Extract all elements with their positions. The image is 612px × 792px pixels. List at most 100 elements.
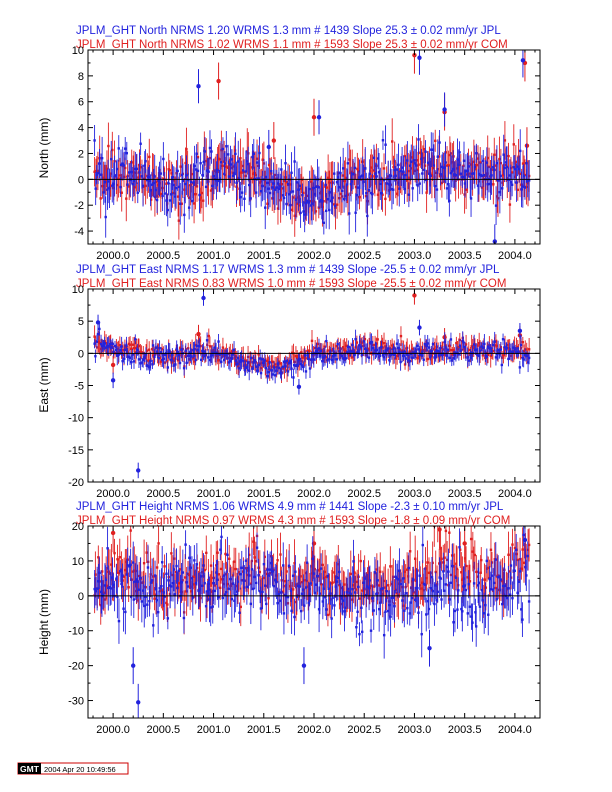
data-point [204,353,207,356]
data-point [480,588,484,592]
data-point [362,340,366,343]
data-point [139,362,142,365]
data-point [502,173,505,177]
data-point [519,350,522,354]
data-point [148,155,151,159]
data-point [283,179,286,183]
data-point [431,561,434,565]
data-point [270,369,273,372]
data-point [112,583,115,586]
data-point [251,367,254,370]
data-point [448,598,451,601]
data-point [353,166,357,170]
data-point [480,558,483,562]
x-tick-label: 2002.0 [297,488,331,500]
data-point [144,184,147,188]
data-point [128,356,132,359]
data-point [441,166,445,169]
data-point [180,202,183,205]
data-point [444,161,447,164]
data-point [250,568,254,571]
series-jpl [93,50,531,244]
data-point [239,195,242,199]
data-point [455,351,459,354]
data-point [525,555,528,558]
data-point [290,609,293,613]
data-point [109,346,113,349]
data-point [267,163,271,167]
data-point [239,573,242,576]
data-point [264,363,267,367]
data-point [223,172,226,176]
data-point [124,147,127,150]
data-point [481,346,485,350]
data-point [466,612,470,615]
data-point [508,350,511,353]
data-point [119,185,122,189]
data-point [302,365,305,369]
data-point [307,357,310,361]
data-point [125,152,128,155]
data-point [310,339,314,343]
data-point [332,203,336,206]
data-point [169,585,173,588]
data-point [479,571,482,574]
data-point [380,345,383,349]
data-point [271,373,275,376]
data-point [413,162,417,165]
data-point [157,179,160,182]
data-point [156,350,159,353]
data-point [365,588,368,591]
data-point [188,354,191,357]
data-point [422,358,425,361]
data-point [349,572,352,576]
data-point [501,584,505,588]
data-point [495,161,499,165]
data-point [314,210,318,213]
data-point [485,355,489,358]
data-point [139,166,142,169]
data-point [299,575,302,578]
data-point [505,583,508,586]
data-point [266,374,269,378]
data-point [190,199,194,203]
data-point [348,212,351,215]
data-point [213,589,217,593]
data-point [189,351,192,354]
data-point [386,347,390,350]
data-point [456,608,459,611]
data-point [454,576,458,579]
data-point [110,563,113,566]
data-point [415,164,418,167]
data-point [213,346,217,349]
data-point [108,342,112,346]
data-point [313,591,317,595]
data-point [322,576,326,580]
data-point [478,605,482,608]
x-tick-label: 2001.5 [247,250,281,262]
data-point [198,193,201,197]
data-point [254,559,257,563]
data-point [188,585,192,588]
data-point [335,203,339,206]
data-point [399,169,403,173]
data-point [366,585,369,588]
data-point [125,573,129,576]
data-point [481,180,485,183]
data-point [418,574,421,577]
data-point [248,574,251,577]
data-point [367,587,371,590]
outlier-point [492,239,497,244]
data-point [444,583,448,586]
data-point [449,581,453,584]
data-point [354,211,357,214]
data-point [356,580,359,584]
data-point [122,164,126,167]
data-point [180,173,184,177]
data-point [104,215,107,219]
data-point [521,341,525,344]
data-point [155,198,159,202]
data-point [226,153,230,156]
data-point [346,587,350,591]
data-point [503,139,507,142]
